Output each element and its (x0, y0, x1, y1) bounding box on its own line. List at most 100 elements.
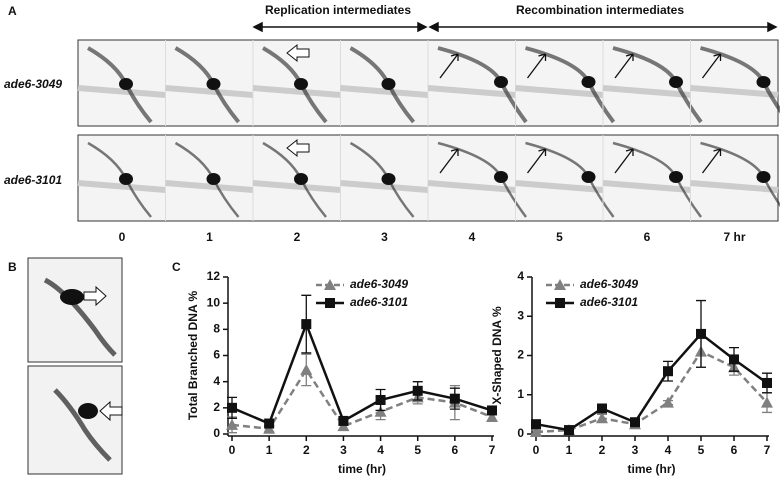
gel-spot (756, 171, 771, 183)
point (531, 419, 541, 430)
lane-label: 0 (119, 230, 126, 244)
gel-spot (206, 78, 221, 90)
legend-label: ade6-3101 (580, 295, 638, 309)
legend-label: ade6-3049 (350, 277, 408, 291)
gel-spot (756, 76, 771, 88)
lane-label: 2 (294, 230, 301, 244)
y-axis-title: Total Branched DNA % (186, 291, 200, 421)
gel-arc (427, 180, 516, 193)
point (375, 394, 386, 405)
point (264, 418, 275, 429)
legend-label: ade6-3101 (350, 295, 408, 309)
lane-label: 7 hr (723, 230, 745, 244)
header: Recombination intermediates (516, 3, 684, 17)
gel-arc (77, 180, 166, 193)
x-tick-label: 4 (377, 443, 384, 457)
y-tick-label: 8 (213, 322, 220, 336)
x-axis-title: time (hr) (338, 462, 386, 476)
y-tick-label: 1 (517, 387, 524, 401)
y-tick-label: 3 (517, 308, 524, 322)
point (487, 405, 497, 416)
legend-label: ade6-3049 (580, 277, 638, 291)
point (301, 319, 312, 330)
point (374, 405, 387, 417)
x-tick-label: 3 (340, 443, 347, 457)
point (449, 393, 460, 404)
point (662, 396, 674, 408)
arrow (526, 148, 547, 174)
x-axis-title: time (hr) (628, 462, 676, 476)
point (338, 415, 349, 426)
point (227, 402, 237, 413)
panel-label: A (8, 4, 17, 18)
x-tick-label: 2 (599, 443, 606, 457)
arrow (614, 53, 634, 79)
gel-spot (494, 171, 508, 183)
y-tick-label: 4 (517, 269, 524, 283)
point (762, 377, 772, 388)
x-tick-label: 7 (764, 443, 771, 457)
gel-spot (294, 78, 308, 90)
point (530, 426, 542, 438)
lane-label: 6 (644, 230, 651, 244)
lane-label: 5 (556, 230, 563, 244)
arrow (439, 148, 459, 174)
y-tick-label: 0 (213, 426, 220, 440)
gel-arc (340, 85, 429, 98)
gel-spot (294, 173, 308, 185)
y-axis-title: X-Shaped DNA % (490, 306, 504, 405)
gel-spot (581, 171, 596, 183)
gel-arc (340, 180, 429, 193)
arrow (614, 148, 634, 174)
gel-spot (494, 76, 508, 88)
x-tick-label: 7 (489, 443, 496, 457)
point (226, 418, 238, 430)
gel-arc (515, 180, 604, 193)
row-label: ade6-3049 (4, 77, 62, 91)
row-label: ade6-3101 (4, 173, 62, 187)
point (663, 366, 673, 377)
gel-arc (252, 85, 341, 98)
point (300, 363, 313, 375)
point (412, 385, 423, 396)
point (486, 410, 498, 422)
y-tick-label: 6 (213, 348, 220, 362)
legend-marker (325, 298, 335, 308)
arrow (701, 148, 722, 174)
gel-arc (165, 85, 254, 98)
open-arrow (286, 43, 310, 63)
legend-marker (554, 279, 566, 290)
lane-label: 1 (206, 230, 213, 244)
gel-spot (381, 173, 396, 185)
gel-spot (669, 171, 683, 183)
series-line (535, 332, 768, 432)
header-arrows (252, 21, 778, 33)
panel-label: C (172, 260, 181, 274)
x-tick-label: 2 (303, 443, 310, 457)
open-arrow (286, 138, 310, 158)
gel-arc (77, 85, 166, 98)
header: Replication intermediates (265, 3, 411, 17)
gel-arc (602, 180, 691, 193)
gel-spot (381, 78, 396, 90)
x-tick-label: 0 (229, 443, 236, 457)
point (596, 412, 608, 424)
x-tick-label: 3 (632, 443, 639, 457)
gel-spot (119, 173, 133, 185)
x-tick-label: 0 (533, 443, 540, 457)
gel-arc (252, 180, 341, 193)
legend-marker (324, 279, 336, 290)
arrow (701, 53, 722, 79)
y-tick-label: 10 (207, 295, 221, 309)
point (564, 425, 574, 436)
panel-label: B (8, 260, 17, 274)
x-tick-label: 1 (566, 443, 573, 457)
gel-spot (119, 78, 133, 90)
x-tick-label: 1 (266, 443, 273, 457)
gel-arc (165, 180, 254, 193)
point (630, 417, 640, 428)
arrow (526, 53, 547, 79)
gel-arc (427, 85, 516, 98)
gel-spot (669, 76, 683, 88)
y-tick-label: 12 (207, 269, 221, 283)
